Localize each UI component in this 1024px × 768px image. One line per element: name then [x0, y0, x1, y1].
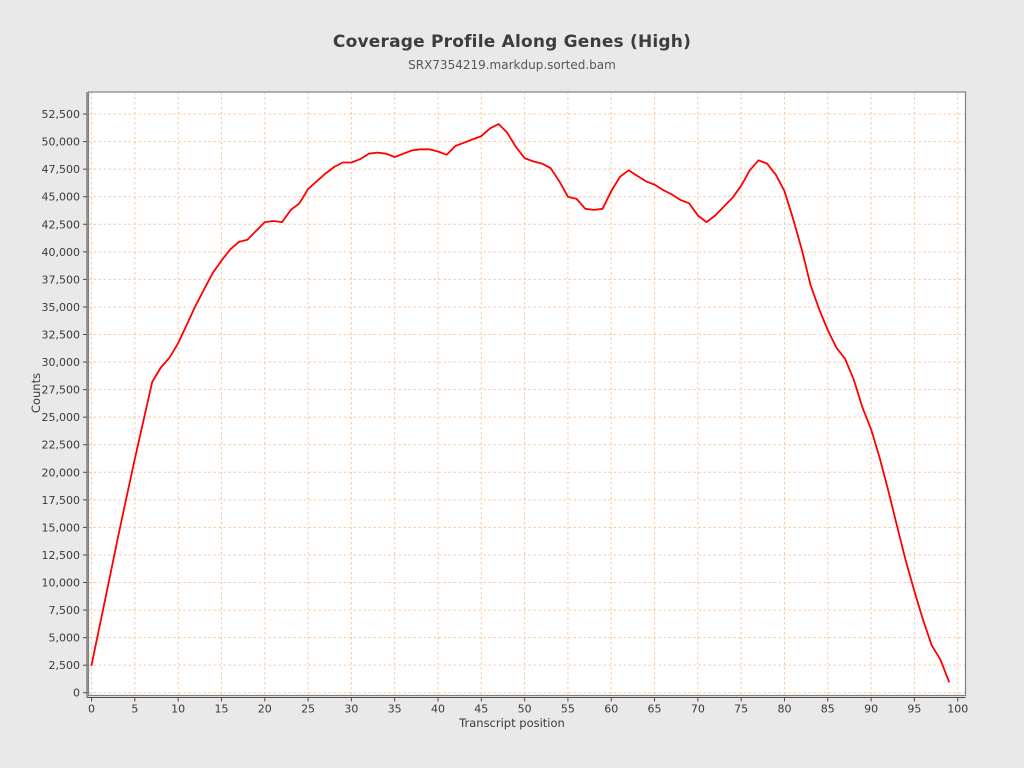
x-tick-label: 55 — [561, 703, 575, 716]
y-tick-label: 27,500 — [42, 384, 81, 397]
y-tick-label: 37,500 — [42, 273, 81, 286]
y-tick-label: 22,500 — [42, 439, 81, 452]
x-tick-label: 20 — [258, 703, 272, 716]
chart-title: Coverage Profile Along Genes (High) — [332, 32, 692, 52]
y-tick-label: 35,000 — [42, 301, 81, 314]
y-tick-label: 2,500 — [49, 659, 81, 672]
y-tick-label: 0 — [73, 687, 80, 700]
x-tick-label: 15 — [214, 703, 228, 716]
y-tick-label: 20,000 — [42, 466, 81, 479]
y-tick-label: 52,500 — [42, 108, 81, 121]
y-tick-label: 47,500 — [42, 163, 81, 176]
x-axis-title: Transcript position — [459, 716, 565, 730]
x-tick-label: 65 — [648, 703, 662, 716]
x-tick-label: 10 — [171, 703, 185, 716]
y-tick-label: 30,000 — [42, 356, 81, 369]
y-tick-label: 17,500 — [42, 494, 81, 507]
y-tick-label: 50,000 — [42, 136, 81, 149]
x-tick-label: 35 — [388, 703, 402, 716]
plot-background — [88, 92, 966, 696]
x-tick-label: 85 — [821, 703, 835, 716]
chart-subtitle: SRX7354219.markdup.sorted.bam — [408, 58, 616, 72]
y-tick-label: 32,500 — [42, 329, 81, 342]
x-tick-label: 75 — [734, 703, 748, 716]
x-tick-label: 30 — [344, 703, 358, 716]
y-tick-label: 10,000 — [42, 577, 81, 590]
y-tick-label: 15,000 — [42, 521, 81, 534]
x-tick-label: 90 — [864, 703, 878, 716]
coverage-line — [90, 123, 950, 683]
x-tick-label: 100 — [947, 703, 968, 716]
x-tick-label: 40 — [431, 703, 445, 716]
y-tick-label: 42,500 — [42, 218, 81, 231]
y-tick-label: 12,500 — [42, 549, 81, 562]
x-tick-label: 80 — [777, 703, 791, 716]
x-tick-label: 60 — [604, 703, 618, 716]
y-tick-label: 25,000 — [42, 411, 81, 424]
x-tick-label: 50 — [518, 703, 532, 716]
y-tick-label: 45,000 — [42, 191, 81, 204]
x-tick-label: 95 — [907, 703, 921, 716]
y-tick-label: 7,500 — [49, 604, 81, 617]
plot-frame — [87, 91, 967, 697]
y-tick-label: 5,000 — [49, 632, 81, 645]
x-tick-label: 5 — [131, 703, 138, 716]
y-axis-title: Counts — [29, 372, 43, 414]
y-tick-label: 40,000 — [42, 246, 81, 259]
x-tick-label: 0 — [88, 703, 95, 716]
x-tick-label: 25 — [301, 703, 315, 716]
x-tick-label: 70 — [691, 703, 705, 716]
x-tick-label: 45 — [474, 703, 488, 716]
